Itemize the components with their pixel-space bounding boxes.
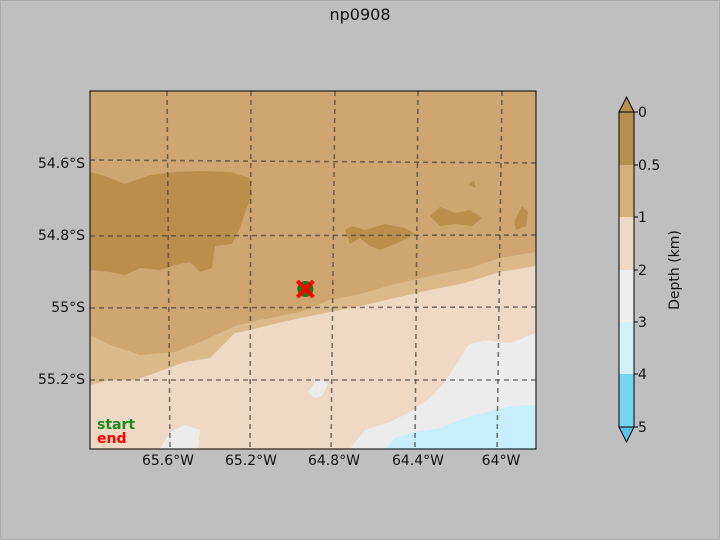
meridian-gridline: [330, 91, 336, 449]
map-panel: start end: [90, 91, 536, 449]
legend-end-label: end: [97, 431, 126, 447]
latitude-tick-label: 55.2°S: [38, 372, 85, 388]
legend-start-label: start: [97, 417, 135, 433]
latitude-tick-label: 55°S: [51, 300, 85, 316]
track-markers: [295, 279, 315, 299]
colorbar-extend-top: [618, 95, 635, 113]
colorbar-segment: [619, 322, 634, 374]
parallel-gridline: [90, 234, 536, 237]
colorbar-tick-label: 0.5: [638, 158, 660, 174]
colorbar-label: Depth (km): [667, 230, 683, 310]
depth-colorbar: 0 0.5 1 2 3 4 5: [618, 95, 660, 444]
longitude-tick-label: 64.4°W: [392, 453, 444, 469]
depth-0-0.5km-patch: [430, 207, 482, 226]
colorbar-tick-label: 3: [638, 315, 647, 331]
meridian-gridline: [414, 91, 419, 449]
depth-0-0.5km-region: [90, 171, 252, 275]
map-gridlines: [90, 91, 536, 449]
colorbar-extend-bottom: [618, 426, 635, 444]
latitude-tick-label: 54.8°S: [38, 228, 85, 244]
longitude-tick-label: 64°W: [482, 453, 521, 469]
meridian-gridline: [496, 91, 503, 449]
depth-0-0.5km-patch: [514, 206, 528, 230]
colorbar-tick-label: 5: [638, 420, 647, 436]
colorbar-tick-label: 0: [638, 105, 647, 121]
parallel-gridline: [90, 159, 536, 164]
latitude-tick-labels: 54.6°S 54.8°S 55°S 55.2°S: [38, 156, 85, 388]
longitude-tick-label: 65.6°W: [142, 453, 194, 469]
depth-4-5km-region: [386, 405, 536, 449]
depth-0-0.5km-patch: [468, 180, 476, 188]
depth-3-4km-patch: [308, 378, 328, 398]
longitude-tick-label: 65.2°W: [225, 453, 277, 469]
colorbar-segment: [619, 217, 634, 270]
colorbar-segment: [619, 112, 634, 165]
depth-0-0.5km-patch: [345, 224, 415, 250]
colorbar-tick-label: 1: [638, 210, 647, 226]
end-marker: [295, 279, 315, 299]
map-title: np0908: [329, 5, 391, 24]
colorbar-tick-label: 4: [638, 367, 647, 383]
meridian-gridline: [249, 91, 252, 449]
latitude-tick-label: 54.6°S: [38, 156, 85, 172]
colorbar-tick-label: 2: [638, 263, 647, 279]
longitude-tick-labels: 65.6°W 65.2°W 64.8°W 64.4°W 64°W: [142, 453, 520, 469]
longitude-tick-label: 64.8°W: [308, 453, 360, 469]
meridian-gridline: [166, 91, 171, 449]
parallel-gridline: [90, 306, 536, 309]
colorbar-segment: [619, 374, 634, 427]
colorbar-segment: [619, 270, 634, 322]
colorbar-segment: [619, 165, 634, 217]
map-frame: [89, 90, 537, 450]
